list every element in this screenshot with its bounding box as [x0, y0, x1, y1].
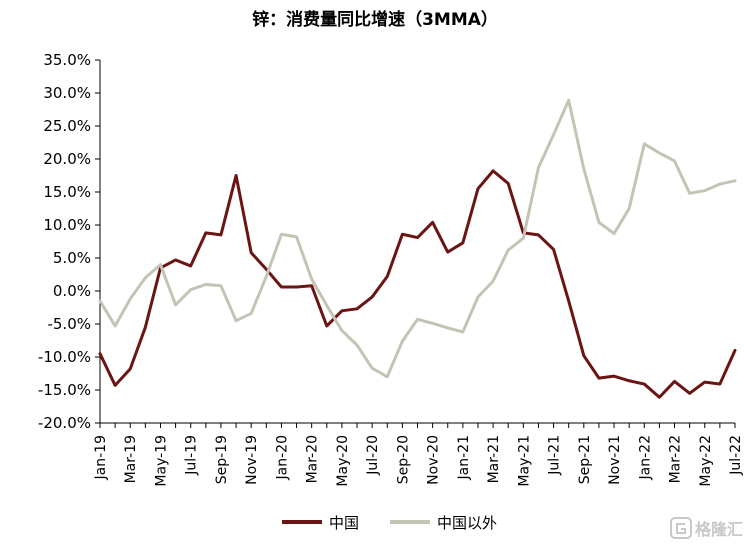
y-tick-label: 35.0%: [43, 51, 91, 69]
x-tick-label: May-22: [698, 435, 714, 487]
x-tick-label: Jan-21: [456, 435, 472, 480]
x-tick-label: Nov-21: [607, 435, 623, 485]
x-tick-label: Sep-20: [395, 435, 411, 484]
y-tick-label: 30.0%: [43, 84, 91, 102]
series-lines: [98, 98, 737, 399]
y-axis: 35.0% 30.0% 25.0% 20.0% 15.0% 10.0% 5.0% 0.0% -5…: [38, 51, 101, 432]
x-tick-label: May-19: [153, 435, 169, 487]
y-tick-label: 10.0%: [43, 216, 91, 234]
y-tick-label: 20.0%: [43, 150, 91, 168]
x-tick-label: Mar-21: [486, 435, 502, 483]
x-axis: Jan-19 Mar-19 May-19 Jul-19 Sep-19 Nov-19 Jan-…: [93, 422, 744, 487]
x-tick-label: Jul-21: [547, 435, 563, 476]
x-tick-label: Mar-22: [668, 435, 684, 483]
y-tick-label: 5.0%: [53, 249, 91, 267]
x-tick-label: Nov-19: [244, 435, 260, 485]
x-tick-label: Jul-22: [728, 435, 744, 476]
x-tick-label: Jul-19: [184, 435, 200, 476]
watermark: 格隆汇: [670, 517, 743, 539]
g-logo-icon: [670, 517, 692, 539]
y-tick-label: -15.0%: [38, 381, 91, 399]
x-tick-label: Mar-19: [123, 435, 139, 483]
x-tick-label: Sep-19: [214, 435, 230, 484]
y-tick-label: 15.0%: [43, 183, 91, 201]
legend: 中国 中国以外: [282, 514, 497, 532]
x-tick-label: Jul-20: [365, 435, 381, 476]
x-tick-label: May-21: [516, 435, 532, 487]
chart-title: 锌：消费量同比增速（3MMA）: [252, 9, 498, 30]
x-tick-label: Jan-19: [93, 435, 109, 480]
legend-label-china: 中国: [329, 514, 359, 532]
series-line-ex-china: [98, 98, 737, 379]
y-tick-label: -10.0%: [38, 348, 91, 366]
y-tick-label: -20.0%: [38, 414, 91, 432]
y-tick-label: 0.0%: [53, 282, 91, 300]
x-tick-label: Sep-21: [577, 435, 593, 484]
x-tick-label: Jan-20: [274, 435, 290, 480]
x-tick-label: May-20: [335, 435, 351, 487]
x-tick-label: Jan-22: [637, 435, 653, 480]
y-tick-label: -5.0%: [47, 315, 91, 333]
legend-label-ex-china: 中国以外: [437, 514, 497, 532]
x-tick-label: Mar-20: [305, 435, 321, 483]
x-tick-label: Nov-20: [426, 435, 442, 485]
watermark-text: 格隆汇: [695, 520, 743, 539]
y-tick-label: 25.0%: [43, 117, 91, 135]
series-line-china: [98, 169, 737, 399]
